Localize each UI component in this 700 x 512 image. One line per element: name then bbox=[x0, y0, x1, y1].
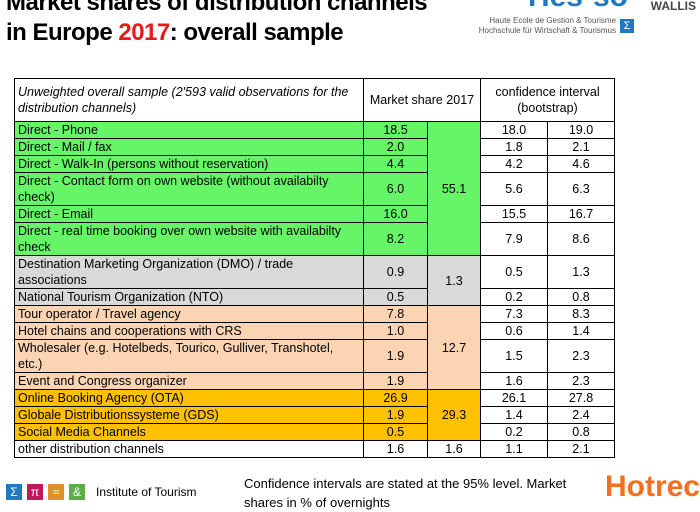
market-share: 18.5 bbox=[363, 121, 428, 139]
table-row: Direct - Email 16.0 15.5 16.7 bbox=[14, 205, 615, 223]
ci-low: 7.3 bbox=[480, 305, 548, 323]
ci-low: 0.5 bbox=[480, 255, 548, 289]
channel-label: Destination Marketing Organization (DMO)… bbox=[14, 255, 364, 289]
ci-high: 0.8 bbox=[547, 423, 615, 441]
market-share: 2.0 bbox=[363, 138, 428, 156]
footnote: Confidence intervals are stated at the 9… bbox=[244, 476, 567, 510]
ci-low: 26.1 bbox=[480, 389, 548, 407]
table-row: Wholesaler (e.g. Hotelbeds, Tourico, Gul… bbox=[14, 339, 615, 373]
group-total: 12.7 bbox=[427, 305, 481, 390]
ci-high: 2.4 bbox=[547, 406, 615, 424]
ci-high: 1.4 bbox=[547, 322, 615, 340]
market-share: 6.0 bbox=[363, 172, 428, 206]
market-share: 0.5 bbox=[363, 288, 428, 306]
channel-label: Social Media Channels bbox=[14, 423, 364, 441]
ci-low: 1.1 bbox=[480, 440, 548, 458]
market-share-table: Unweighted overall sample (2'593 valid o… bbox=[14, 78, 615, 458]
channel-label: Direct - real time booking over own webs… bbox=[14, 222, 364, 256]
table-row: Direct - Mail / fax 2.0 1.8 2.1 bbox=[14, 138, 615, 156]
table-row: Destination Marketing Organization (DMO)… bbox=[14, 255, 615, 306]
ci-high: 4.6 bbox=[547, 155, 615, 173]
channel-label: Direct - Walk-In (persons without reserv… bbox=[14, 155, 364, 173]
table-row: Event and Congress organizer 1.9 1.6 2.3 bbox=[14, 372, 615, 390]
page-title: Market shares of distribution channels i… bbox=[6, 0, 428, 46]
ci-high: 27.8 bbox=[547, 389, 615, 407]
market-share: 7.8 bbox=[363, 305, 428, 323]
ci-low: 15.5 bbox=[480, 205, 548, 223]
table-row: Direct - Contact form on own website (wi… bbox=[14, 172, 615, 206]
ci-high: 2.3 bbox=[547, 339, 615, 373]
institute-of-tourism-logo: Σ π ≈ & Institute of Tourism bbox=[6, 484, 197, 500]
sigma-icon: Σ bbox=[620, 19, 634, 33]
table-row: National Tourism Organization (NTO) 0.5 0.… bbox=[14, 288, 615, 306]
ci-low: 0.2 bbox=[480, 288, 548, 306]
ci-high: 16.7 bbox=[547, 205, 615, 223]
table-row: Tour operator / Travel agency 7.8 12.7 7.3 8… bbox=[14, 305, 615, 390]
market-share: 16.0 bbox=[363, 205, 428, 223]
channel-label: Event and Congress organizer bbox=[14, 372, 364, 390]
market-share: 1.9 bbox=[363, 372, 428, 390]
hotrec-logo: Hotrec bbox=[604, 470, 700, 503]
table-header: Unweighted overall sample (2'593 valid o… bbox=[14, 78, 615, 122]
table-row: Direct - Walk-In (persons without reserv… bbox=[14, 155, 615, 173]
channel-label: other distribution channels bbox=[14, 440, 364, 458]
ci-high: 2.1 bbox=[547, 440, 615, 458]
ci-low: 1.6 bbox=[480, 372, 548, 390]
market-share: 1.9 bbox=[363, 406, 428, 424]
table-row: Direct - Phone 18.5 55.1 18.0 19.0 bbox=[14, 121, 615, 256]
channel-label: Hotel chains and cooperations with CRS bbox=[14, 322, 364, 340]
ci-high: 2.1 bbox=[547, 138, 615, 156]
channel-label: Wholesaler (e.g. Hotelbeds, Tourico, Gul… bbox=[14, 339, 364, 373]
hes-so-logo: Hes·so WALLIS Haute Ecole de Gestion & T… bbox=[478, 0, 696, 35]
channel-label: Direct - Contact form on own website (wi… bbox=[14, 172, 364, 206]
market-share: 0.9 bbox=[363, 255, 428, 289]
market-share: 1.9 bbox=[363, 339, 428, 373]
ci-low: 5.6 bbox=[480, 172, 548, 206]
ci-high: 8.3 bbox=[547, 305, 615, 323]
channel-label: Tour operator / Travel agency bbox=[14, 305, 364, 323]
market-share: 8.2 bbox=[363, 222, 428, 256]
market-share: 0.5 bbox=[363, 423, 428, 441]
table-row: Hotel chains and cooperations with CRS 1.… bbox=[14, 322, 615, 340]
channel-label: National Tourism Organization (NTO) bbox=[14, 288, 364, 306]
ci-low: 4.2 bbox=[480, 155, 548, 173]
market-share: 26.9 bbox=[363, 389, 428, 407]
ci-high: 0.8 bbox=[547, 288, 615, 306]
market-share: 1.6 bbox=[363, 440, 428, 458]
table-row: Direct - real time booking over own webs… bbox=[14, 222, 615, 256]
ci-low: 1.5 bbox=[480, 339, 548, 373]
channel-label: Direct - Email bbox=[14, 205, 364, 223]
table-row: other distribution channels 1.6 1.6 1.1 2.1 bbox=[14, 440, 615, 458]
ci-high: 6.3 bbox=[547, 172, 615, 206]
group-total: 1.6 bbox=[427, 440, 481, 458]
ci-low: 1.8 bbox=[480, 138, 548, 156]
channel-label: Direct - Phone bbox=[14, 121, 364, 139]
group-total: 29.3 bbox=[427, 389, 481, 441]
ci-low: 0.6 bbox=[480, 322, 548, 340]
ci-high: 1.3 bbox=[547, 255, 615, 289]
ci-high: 2.3 bbox=[547, 372, 615, 390]
group-total: 1.3 bbox=[427, 255, 481, 306]
ci-low: 1.4 bbox=[480, 406, 548, 424]
ci-low: 0.2 bbox=[480, 423, 548, 441]
ci-low: 7.9 bbox=[480, 222, 548, 256]
table-row: Globale Distributionssysteme (GDS) 1.9 1.4… bbox=[14, 406, 615, 424]
market-share: 4.4 bbox=[363, 155, 428, 173]
market-share: 1.0 bbox=[363, 322, 428, 340]
channel-label: Online Booking Agency (OTA) bbox=[14, 389, 364, 407]
group-total: 55.1 bbox=[427, 121, 481, 256]
ci-high: 19.0 bbox=[547, 121, 615, 139]
ci-low: 18.0 bbox=[480, 121, 548, 139]
table-row: Social Media Channels 0.5 0.2 0.8 bbox=[14, 423, 615, 441]
ci-high: 8.6 bbox=[547, 222, 615, 256]
channel-label: Globale Distributionssysteme (GDS) bbox=[14, 406, 364, 424]
table-row: Online Booking Agency (OTA) 26.9 29.3 26.1 2… bbox=[14, 389, 615, 441]
channel-label: Direct - Mail / fax bbox=[14, 138, 364, 156]
